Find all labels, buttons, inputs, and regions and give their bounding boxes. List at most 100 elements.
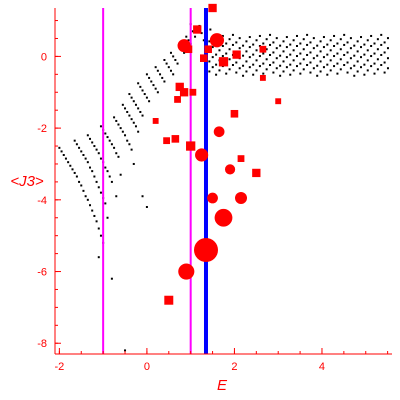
- band-point: [322, 36, 325, 39]
- band-point: [262, 62, 265, 65]
- band-point: [231, 43, 234, 46]
- band-point: [265, 58, 268, 61]
- bulk-point: [86, 198, 89, 201]
- bulk-point: [104, 132, 107, 135]
- band-point: [386, 47, 389, 50]
- highlighted-point: [237, 155, 245, 162]
- band-point: [275, 47, 278, 50]
- bulk-point: [97, 256, 100, 259]
- bulk-point: [137, 130, 140, 133]
- bulk-point: [167, 66, 170, 69]
- highlighted-point: [184, 45, 193, 54]
- bulk-point: [159, 73, 162, 76]
- band-point: [299, 42, 302, 45]
- highlighted-point: [259, 74, 266, 81]
- bulk-point: [121, 103, 124, 106]
- band-point: [282, 70, 285, 73]
- band-point: [380, 43, 383, 46]
- bulk-point: [154, 66, 157, 69]
- y-ticks: 0 -2 -4 -6 -8: [37, 20, 61, 350]
- band-point: [363, 53, 366, 56]
- bulk-point: [97, 227, 100, 230]
- band-point: [343, 64, 346, 67]
- y-tick-label: 0: [41, 51, 47, 63]
- band-point: [238, 47, 241, 50]
- highlighted-point: [235, 192, 248, 205]
- band-point: [370, 65, 373, 68]
- band-point: [356, 60, 359, 63]
- bulk-point: [148, 100, 151, 103]
- band-point: [370, 55, 373, 58]
- bulk-point: [165, 62, 168, 65]
- band-point: [242, 64, 245, 67]
- x-tick-label: 2: [231, 361, 237, 373]
- band-point: [376, 48, 379, 51]
- band-point: [383, 51, 386, 54]
- bulk-point: [64, 157, 67, 160]
- band-point: [346, 51, 349, 54]
- bulk-point: [124, 134, 127, 137]
- band-point: [289, 53, 292, 56]
- bulk-point: [99, 234, 102, 237]
- band-point: [208, 40, 211, 43]
- band-point: [265, 48, 268, 51]
- band-point: [242, 54, 245, 57]
- bulk-point: [130, 118, 133, 121]
- band-point: [349, 67, 352, 70]
- band-point: [269, 64, 272, 67]
- band-point: [279, 74, 282, 77]
- band-point: [245, 60, 248, 63]
- highlighted-point: [178, 263, 195, 280]
- bulk-point: [110, 277, 113, 280]
- highlighted-point: [163, 137, 170, 145]
- band-point: [211, 66, 214, 69]
- x-ticks: -2 0 2 4: [54, 348, 389, 373]
- band-point: [235, 41, 238, 44]
- band-point: [269, 33, 272, 36]
- band-point: [225, 72, 228, 75]
- bulk-point: [117, 123, 120, 126]
- bulk-point: [99, 191, 102, 194]
- band-point: [306, 43, 309, 46]
- bulk-point: [71, 168, 74, 171]
- bulk-point: [132, 162, 135, 165]
- band-point: [343, 43, 346, 46]
- bulk-point: [91, 170, 94, 173]
- band-point: [373, 62, 376, 65]
- band-point: [275, 67, 278, 70]
- highlighted-point: [204, 45, 212, 54]
- band-point: [258, 55, 261, 58]
- band-point: [285, 66, 288, 69]
- band-point: [333, 65, 336, 68]
- bulk-point: [93, 214, 96, 217]
- band-point: [242, 74, 245, 77]
- band-point: [272, 71, 275, 74]
- bulk-point: [84, 195, 87, 198]
- band-point: [356, 50, 359, 53]
- band-point: [349, 47, 352, 50]
- bulk-point: [86, 161, 89, 164]
- band-point: [272, 41, 275, 44]
- band-point: [336, 42, 339, 45]
- bulk-point: [97, 152, 100, 155]
- bulk-point: [86, 134, 89, 137]
- band-point: [373, 72, 376, 75]
- highlighted-point: [230, 109, 239, 118]
- highlighted-point: [193, 238, 218, 263]
- band-point: [319, 50, 322, 53]
- bulk-point: [126, 139, 129, 142]
- bulk-point: [78, 180, 81, 183]
- band-point: [336, 52, 339, 55]
- bulk-point: [62, 154, 65, 157]
- band-point: [221, 45, 224, 48]
- band-point: [299, 62, 302, 65]
- band-point: [231, 64, 234, 67]
- band-point: [319, 60, 322, 63]
- band-point: [282, 60, 285, 63]
- band-point: [242, 44, 245, 47]
- bulk-point: [80, 184, 83, 187]
- bulk-point: [97, 186, 100, 189]
- bulk-point: [152, 84, 155, 87]
- bulk-point: [78, 146, 81, 149]
- bulk-point: [150, 80, 153, 83]
